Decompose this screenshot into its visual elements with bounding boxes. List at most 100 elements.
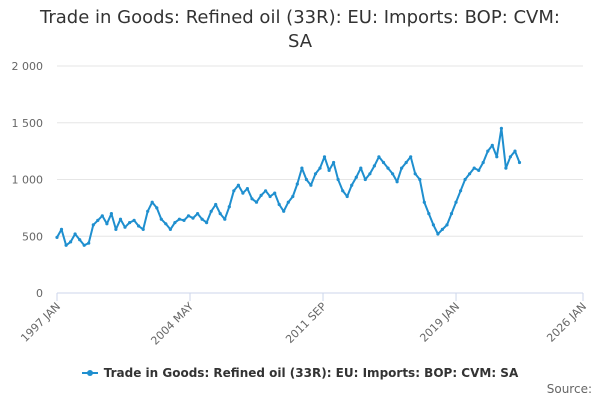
data-point[interactable] xyxy=(436,232,440,236)
data-point[interactable] xyxy=(59,227,64,231)
data-point[interactable] xyxy=(205,221,209,225)
data-point[interactable] xyxy=(477,168,481,172)
data-point[interactable] xyxy=(495,155,499,159)
data-point[interactable] xyxy=(254,200,259,204)
data-point[interactable] xyxy=(377,155,381,159)
data-point[interactable] xyxy=(418,177,422,182)
data-point[interactable] xyxy=(354,175,358,179)
data-point[interactable] xyxy=(73,232,77,236)
data-point[interactable] xyxy=(277,202,281,207)
data-point[interactable] xyxy=(137,224,141,228)
data-point[interactable] xyxy=(468,172,472,176)
data-point[interactable] xyxy=(150,200,154,204)
data-point[interactable] xyxy=(91,223,95,227)
data-point[interactable] xyxy=(327,168,331,172)
data-point[interactable] xyxy=(146,209,150,213)
data-point[interactable] xyxy=(332,160,336,165)
data-point[interactable] xyxy=(345,194,349,199)
data-point[interactable] xyxy=(218,212,222,216)
data-point[interactable] xyxy=(409,155,413,159)
data-point[interactable] xyxy=(486,149,490,153)
data-point[interactable] xyxy=(100,214,104,218)
data-point[interactable] xyxy=(209,209,213,213)
data-point[interactable] xyxy=(168,227,172,231)
data-point[interactable] xyxy=(78,238,82,242)
data-point[interactable] xyxy=(173,221,177,225)
data-point[interactable] xyxy=(386,166,390,170)
data-point[interactable] xyxy=(69,240,73,244)
legend-item-series[interactable]: Trade in Goods: Refined oil (33R): EU: I… xyxy=(81,366,518,380)
data-point[interactable] xyxy=(368,172,372,176)
data-point[interactable] xyxy=(363,177,367,182)
data-point[interactable] xyxy=(114,227,118,231)
data-point[interactable] xyxy=(182,218,186,222)
data-point[interactable] xyxy=(481,160,485,165)
data-point[interactable] xyxy=(395,180,399,184)
data-point[interactable] xyxy=(109,212,113,216)
data-point[interactable] xyxy=(55,235,59,239)
data-point[interactable] xyxy=(517,160,522,165)
data-point[interactable] xyxy=(214,202,218,207)
data-point[interactable] xyxy=(449,212,454,216)
data-point[interactable] xyxy=(440,227,444,231)
data-point[interactable] xyxy=(513,149,517,153)
data-point[interactable] xyxy=(309,183,313,187)
data-point[interactable] xyxy=(304,177,308,182)
data-point[interactable] xyxy=(413,172,417,176)
data-point[interactable] xyxy=(445,223,449,227)
data-point[interactable] xyxy=(250,197,254,201)
data-point[interactable] xyxy=(177,217,181,221)
data-point[interactable] xyxy=(128,221,132,225)
data-point[interactable] xyxy=(431,223,435,227)
data-point[interactable] xyxy=(291,194,295,199)
data-point[interactable] xyxy=(141,227,145,231)
data-point[interactable] xyxy=(300,166,304,170)
data-point[interactable] xyxy=(341,189,345,193)
data-point[interactable] xyxy=(313,172,318,176)
data-point[interactable] xyxy=(259,193,263,197)
data-point[interactable] xyxy=(159,217,163,221)
data-point[interactable] xyxy=(200,217,204,221)
data-point[interactable] xyxy=(236,183,240,187)
data-point[interactable] xyxy=(118,217,123,221)
data-point[interactable] xyxy=(245,187,249,191)
data-point[interactable] xyxy=(400,166,404,170)
data-point[interactable] xyxy=(196,212,200,216)
data-point[interactable] xyxy=(232,189,236,193)
data-point[interactable] xyxy=(504,166,508,170)
data-point[interactable] xyxy=(286,200,290,204)
data-point[interactable] xyxy=(223,217,227,221)
data-point[interactable] xyxy=(322,155,327,159)
data-point[interactable] xyxy=(472,166,476,170)
data-point[interactable] xyxy=(499,126,503,130)
data-point[interactable] xyxy=(404,160,408,165)
data-point[interactable] xyxy=(186,214,191,218)
data-point[interactable] xyxy=(96,218,100,222)
data-point[interactable] xyxy=(508,155,512,159)
data-point[interactable] xyxy=(282,209,286,213)
data-point[interactable] xyxy=(454,200,458,204)
data-point[interactable] xyxy=(227,205,231,209)
data-point[interactable] xyxy=(164,222,168,226)
data-point[interactable] xyxy=(490,143,494,147)
data-point[interactable] xyxy=(82,243,86,247)
data-point[interactable] xyxy=(132,218,136,222)
data-point[interactable] xyxy=(191,216,195,220)
data-point[interactable] xyxy=(273,191,277,195)
data-point[interactable] xyxy=(268,194,272,199)
data-point[interactable] xyxy=(381,160,386,165)
data-point[interactable] xyxy=(391,172,395,176)
data-point[interactable] xyxy=(336,177,340,182)
data-point[interactable] xyxy=(155,206,159,210)
series-line[interactable] xyxy=(55,126,522,247)
data-point[interactable] xyxy=(241,191,245,195)
data-point[interactable] xyxy=(87,241,91,245)
data-point[interactable] xyxy=(123,225,127,229)
data-point[interactable] xyxy=(295,182,299,186)
data-point[interactable] xyxy=(350,183,354,187)
data-point[interactable] xyxy=(372,164,376,168)
data-point[interactable] xyxy=(463,177,467,182)
data-point[interactable] xyxy=(359,166,363,170)
data-point[interactable] xyxy=(459,189,463,193)
data-point[interactable] xyxy=(318,166,322,170)
